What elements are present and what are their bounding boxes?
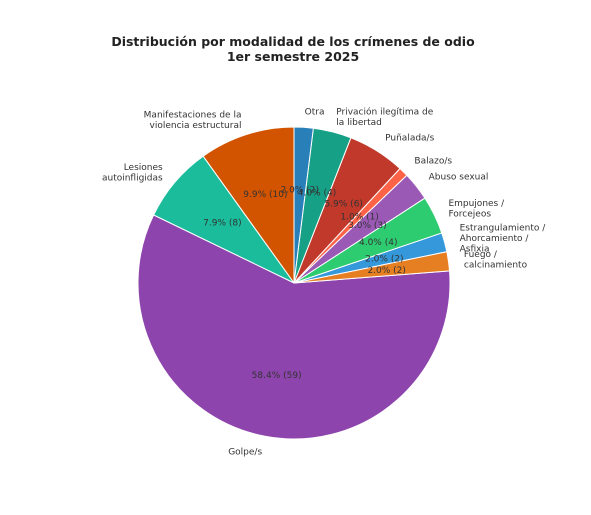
category-label-line: Forcejeos [448, 209, 491, 219]
category-label-line: Balazo/s [414, 157, 452, 167]
percentage-labels: 9.9% (10)7.9% (8)58.4% (59)2.0% (2)2.0% … [203, 186, 406, 381]
category-label-abuso-sexual: Abuso sexual [429, 173, 489, 183]
category-label-line: Puñalada/s [385, 134, 434, 144]
percent-label-golpe-s: 58.4% (59) [252, 371, 302, 381]
category-label-line: Lesiones [124, 163, 163, 173]
category-label-line: Manifestaciones de la [144, 110, 242, 120]
category-label-empujones-forcejeos: Empujones / Forcejeos [448, 199, 505, 220]
percent-label-balazo-s: 1.0% (1) [340, 212, 378, 222]
category-label-punalada-s: Puñalada/s [385, 134, 434, 144]
category-label-line: Privación ilegítima de [336, 106, 433, 117]
category-label-line: Otra [305, 108, 325, 118]
category-label-balazo-s: Balazo/s [414, 157, 452, 167]
category-label-otra: Otra [305, 108, 325, 118]
category-label-line: Empujones / [448, 199, 505, 209]
category-label-estrangulamiento-ahorcamiento-asfixia: Estrangulamiento / Ahorcamiento / Asfixia [460, 224, 547, 255]
category-label-line: Ahorcamiento / [460, 234, 530, 244]
chart-title-line-2: 1er semestre 2025 [227, 49, 359, 64]
category-label-fuego-calcinamiento: Fuego / calcinamiento [464, 250, 528, 271]
category-label-line: Asfixia [460, 245, 490, 255]
percent-label-punalada-s: 5.9% (6) [324, 200, 362, 210]
percent-label-lesiones-autoinfligidas: 7.9% (8) [203, 219, 241, 229]
category-label-line: Estrangulamiento / [460, 224, 547, 234]
percent-label-estrangulamiento-ahorcamiento-asfixia: 2.0% (2) [365, 255, 403, 265]
category-label-lesiones-autoinfligidas: Lesiones autoinfligidas [102, 163, 163, 184]
category-labels: Manifestaciones de la violencia estructur… [102, 106, 546, 457]
category-label-manifestaciones-de-la-violencia-estructural: Manifestaciones de la violencia estructur… [144, 110, 242, 131]
percent-label-privacion-ilegitima-de-la-libertad: 4.0% (4) [298, 188, 336, 198]
percent-label-abuso-sexual: 3.0% (3) [348, 221, 386, 231]
category-label-line: violencia estructural [150, 121, 242, 131]
pie-slice-otra [293, 126, 314, 284]
percent-label-empujones-forcejeos: 4.0% (4) [359, 238, 397, 248]
category-label-privacion-ilegitima-de-la-libertad: Privación ilegítima de la libertad [336, 106, 433, 128]
percent-label-manifestaciones-de-la-violencia-estructural: 9.9% (10) [243, 190, 287, 200]
category-label-line: autoinfligidas [102, 174, 163, 184]
category-label-line: Golpe/s [228, 448, 262, 458]
percent-label-otra: 2.0% (2) [281, 186, 319, 196]
category-label-line: Fuego / [464, 250, 498, 260]
category-label-line: Abuso sexual [429, 173, 489, 183]
pie-slice-manifestaciones-de-la-violencia-estructural [202, 126, 295, 285]
chart-title-line-1: Distribución por modalidad de los crímen… [111, 34, 475, 49]
percent-label-fuego-calcinamiento: 2.0% (2) [367, 266, 405, 276]
category-label-line: la libertad [336, 118, 382, 128]
pie-slice-golpe-s [137, 214, 451, 440]
pie-slices [137, 126, 451, 440]
category-label-line: calcinamiento [464, 260, 528, 270]
category-label-golpe-s: Golpe/s [228, 448, 262, 458]
